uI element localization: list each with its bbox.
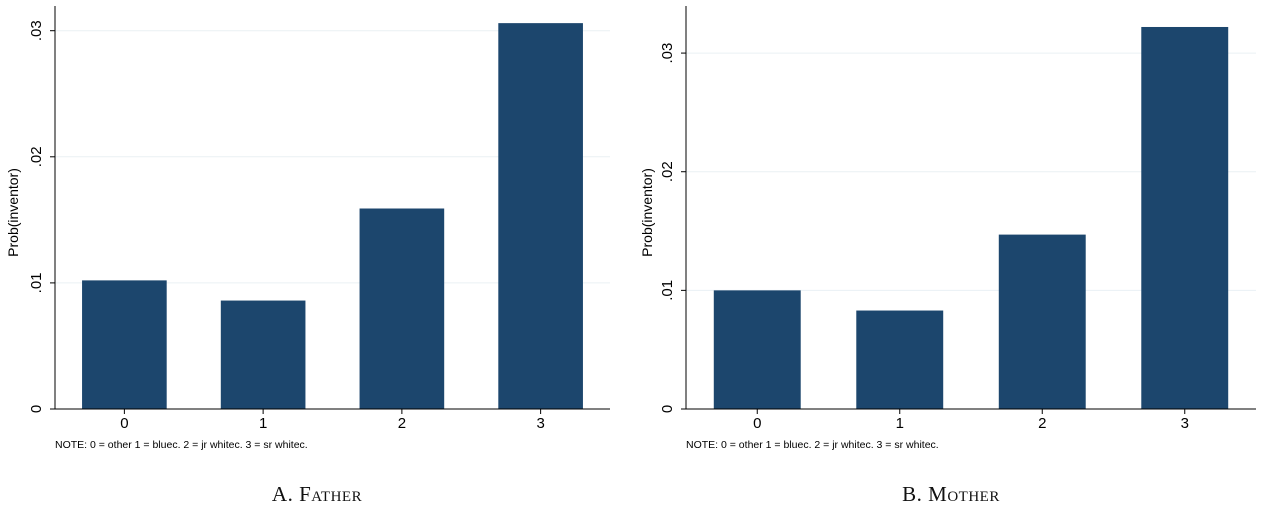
caption-name: Father [299, 482, 363, 506]
caption-prefix: B. [902, 482, 923, 506]
x-tick-label: 2 [398, 415, 406, 432]
x-tick-label: 3 [1181, 415, 1189, 432]
bar [498, 23, 583, 409]
y-tick-label: 0 [28, 405, 45, 413]
x-tick-label: 1 [896, 415, 904, 432]
bar [82, 280, 167, 409]
y-axis-title: Prob(inventor) [5, 168, 21, 257]
bar [713, 290, 801, 409]
bar [998, 234, 1086, 409]
x-tick-label: 0 [753, 415, 761, 432]
panel-father: 0 .01 .02 .03 0 1 2 3 Prob(inventor) NOTE: 0 = ot… [0, 6, 634, 507]
y-tick-label: .02 [28, 146, 45, 167]
caption-father: A. Father [0, 482, 634, 507]
chart-note: NOTE: 0 = other 1 = bluec. 2 = jr whitec… [686, 439, 939, 451]
chart-mother: 0 .01 .02 .03 0 1 2 3 Prob(inventor) NOTE: 0 = ot… [639, 6, 1256, 451]
chart-note: NOTE: 0 = other 1 = bluec. 2 = jr whitec… [55, 439, 308, 451]
caption-prefix: A. [271, 482, 294, 506]
bar [220, 300, 306, 409]
bar [359, 208, 445, 409]
chart-father: 0 .01 .02 .03 0 1 2 3 Prob(inventor) NOTE: 0 = ot… [5, 6, 610, 451]
y-tick-label: .03 [28, 20, 45, 41]
caption-mother: B. Mother [634, 482, 1268, 507]
x-tick-label: 0 [120, 415, 128, 432]
y-tick-label: .01 [659, 280, 676, 301]
x-tick-label: 1 [259, 415, 267, 432]
y-tick-label: .03 [659, 43, 676, 64]
y-tick-label: .02 [659, 161, 676, 182]
bar [1141, 26, 1229, 410]
y-axis-title: Prob(inventor) [639, 168, 655, 257]
x-tick-label: 2 [1038, 415, 1046, 432]
panel-mother: 0 .01 .02 .03 0 1 2 3 Prob(inventor) NOTE: 0 = ot… [634, 0, 1268, 510]
y-tick-label: 0 [659, 405, 676, 413]
x-tick-label: 3 [536, 415, 544, 432]
y-tick-label: .01 [28, 272, 45, 293]
caption-name: Mother [928, 482, 1000, 506]
bar [856, 310, 944, 409]
